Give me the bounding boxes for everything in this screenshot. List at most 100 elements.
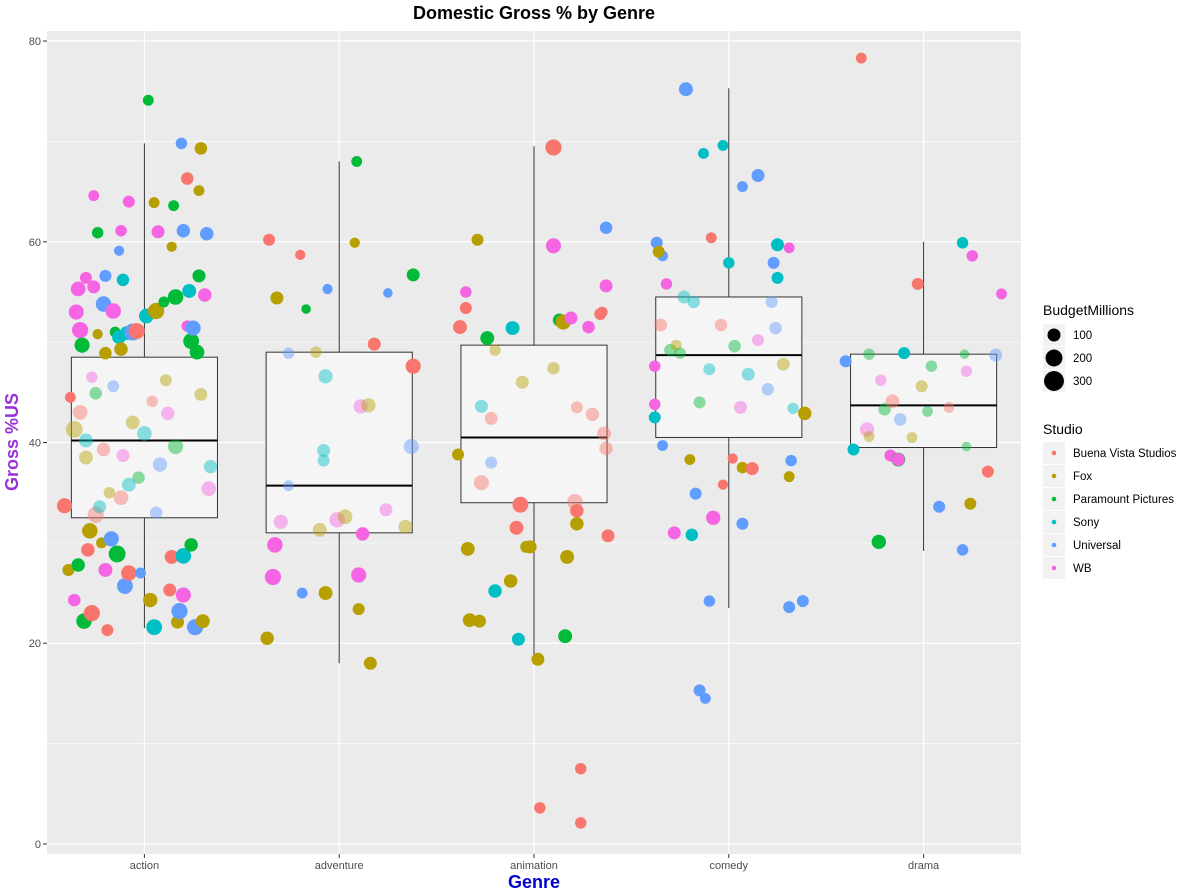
data-point <box>406 268 420 282</box>
data-point <box>79 450 93 465</box>
data-point <box>906 432 918 443</box>
data-point <box>267 537 283 553</box>
data-point <box>193 185 205 197</box>
data-point <box>175 137 188 150</box>
data-point <box>462 613 477 628</box>
data-point <box>693 684 706 697</box>
data-point <box>283 480 294 492</box>
data-point <box>152 457 168 472</box>
data-point <box>195 614 210 629</box>
data-point <box>891 453 905 467</box>
data-point <box>859 422 875 437</box>
data-point <box>379 503 393 517</box>
data-point <box>296 587 308 599</box>
data-point <box>657 440 669 451</box>
data-point <box>72 405 88 420</box>
data-point <box>585 407 600 422</box>
data-point <box>353 399 368 414</box>
legend: BudgetMillions 100 200 300 Studio Buena Vi… <box>1043 302 1177 579</box>
data-point <box>771 271 784 284</box>
data-point <box>564 311 578 325</box>
data-point <box>64 391 76 403</box>
data-point <box>511 632 525 646</box>
data-point <box>925 360 938 372</box>
data-point <box>91 227 104 239</box>
data-point <box>660 278 673 290</box>
data-point <box>151 225 165 239</box>
data-point <box>116 578 133 594</box>
data-point <box>785 454 797 467</box>
data-point <box>765 295 778 308</box>
data-point <box>143 592 158 608</box>
data-point <box>194 142 208 155</box>
data-point <box>453 320 467 335</box>
data-point <box>158 296 170 308</box>
data-point <box>473 475 489 491</box>
data-point <box>956 237 969 249</box>
legend-color-title: Studio <box>1043 421 1083 437</box>
x-tick-label: action <box>130 860 159 872</box>
legend-color-key <box>1051 519 1057 525</box>
data-point <box>65 421 83 438</box>
data-point <box>405 358 421 374</box>
data-point <box>459 302 472 315</box>
data-point <box>460 541 475 556</box>
data-point <box>318 586 333 600</box>
data-point <box>667 526 681 540</box>
data-point <box>128 322 145 340</box>
chart-title: Domestic Gross % by Genre <box>413 3 655 23</box>
data-point <box>670 339 682 351</box>
data-point <box>88 190 100 202</box>
data-point <box>480 331 495 346</box>
data-point <box>699 692 711 704</box>
data-point <box>736 517 749 530</box>
data-point <box>310 346 322 358</box>
data-point <box>783 471 795 483</box>
data-point <box>79 271 92 284</box>
y-tick-label: 40 <box>29 438 41 450</box>
data-point <box>383 288 393 298</box>
data-point <box>103 486 116 499</box>
data-point <box>893 413 907 426</box>
data-point <box>996 288 1007 300</box>
data-point <box>471 233 484 246</box>
x-tick-label: animation <box>510 860 558 872</box>
data-point <box>361 398 376 413</box>
data-point <box>847 443 860 456</box>
data-point <box>312 522 327 537</box>
data-point <box>79 433 93 448</box>
data-point <box>959 349 970 359</box>
legend-color-key <box>1051 450 1057 456</box>
data-point <box>677 290 691 304</box>
data-point <box>885 394 900 409</box>
data-point <box>367 337 381 351</box>
legend-color-key <box>1051 496 1057 502</box>
data-point <box>180 172 194 185</box>
data-point <box>116 449 130 463</box>
data-point <box>96 442 111 457</box>
data-point <box>575 817 587 829</box>
data-point <box>745 462 759 476</box>
data-point <box>798 406 812 421</box>
data-point <box>714 318 728 332</box>
data-point <box>599 441 613 456</box>
data-point <box>512 496 529 513</box>
data-point <box>943 401 955 413</box>
data-point <box>115 224 127 237</box>
data-point <box>74 337 90 353</box>
data-point <box>956 544 969 556</box>
data-point <box>168 200 180 212</box>
data-point <box>736 181 748 193</box>
data-point <box>531 652 545 666</box>
data-point <box>103 531 119 547</box>
data-point <box>113 490 129 506</box>
data-point <box>560 549 575 564</box>
data-point <box>161 406 175 421</box>
legend-studio-label: Sony <box>1073 517 1099 529</box>
data-point <box>125 415 140 430</box>
data-point <box>989 348 1003 362</box>
data-point <box>505 321 520 336</box>
data-point <box>93 500 107 514</box>
data-point <box>751 169 765 183</box>
